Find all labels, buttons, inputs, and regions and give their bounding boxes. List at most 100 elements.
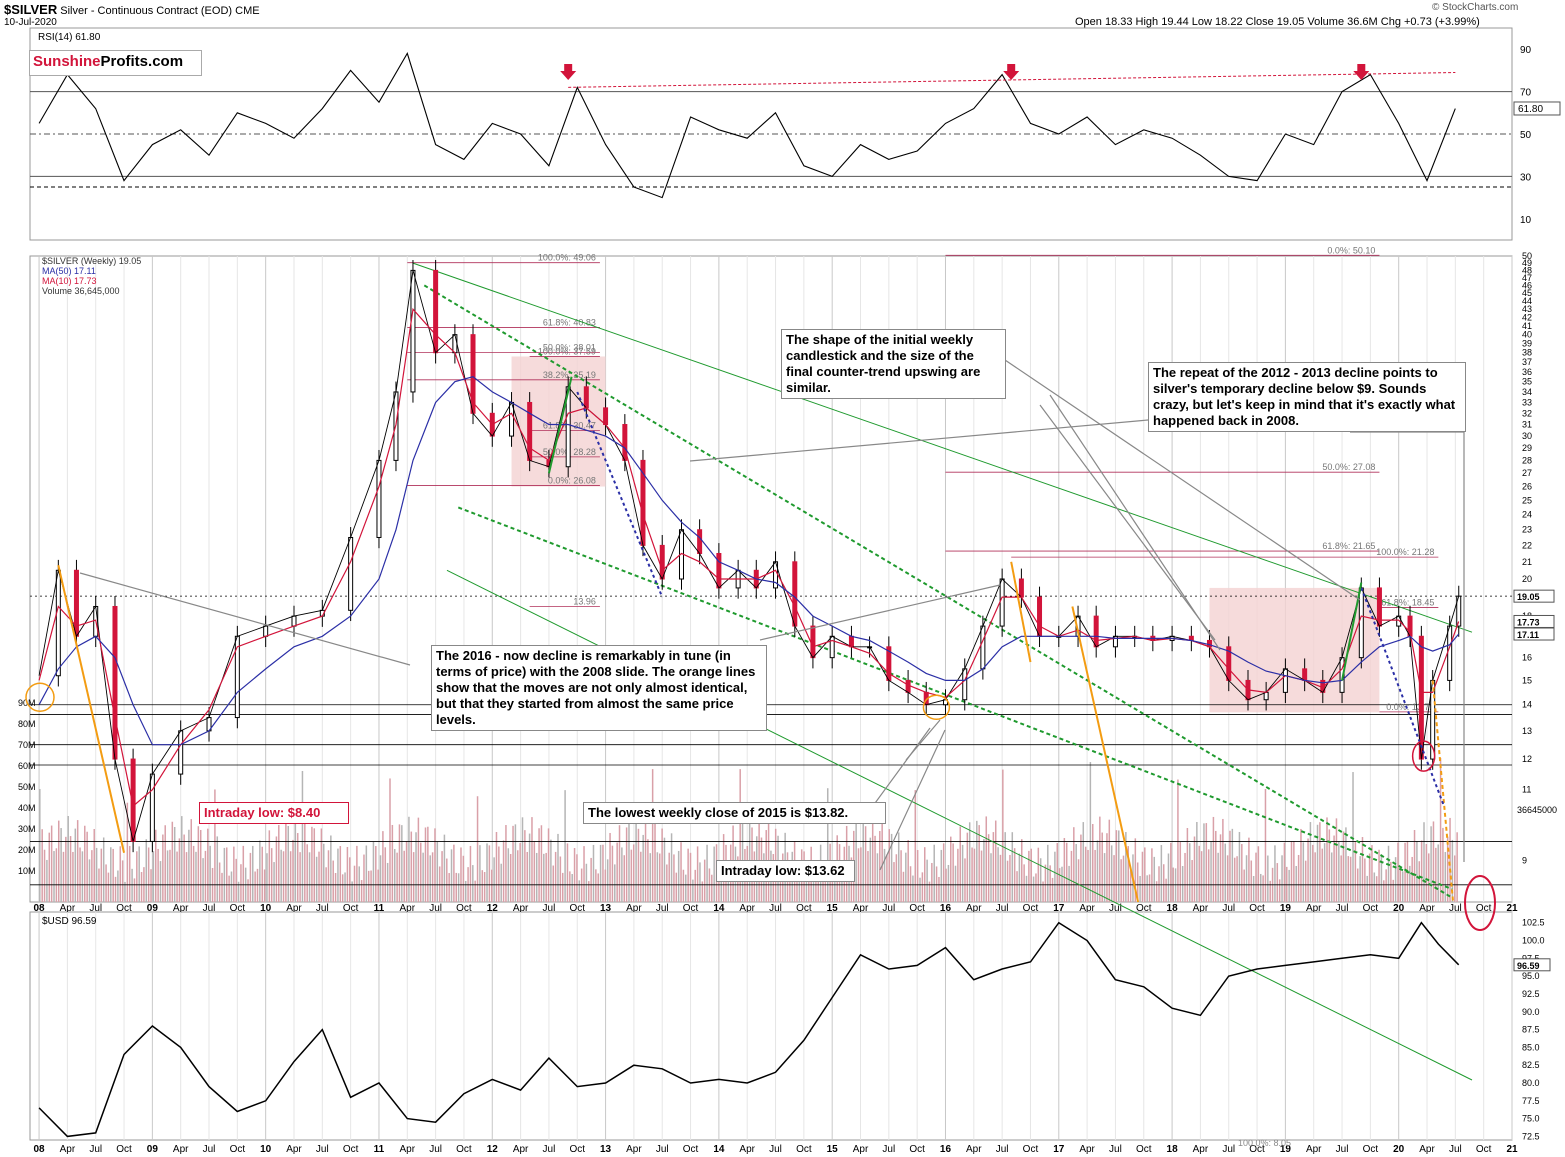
volume-bar (966, 832, 969, 902)
volume-bar (178, 838, 181, 902)
price-x-tick-label: 09 (147, 903, 159, 914)
volume-bar (1451, 839, 1454, 902)
volume-bar (789, 872, 791, 902)
volume-bar (677, 850, 680, 902)
volume-bar (308, 852, 311, 902)
volume-bar (526, 851, 528, 902)
orange-projection-line (1431, 680, 1455, 903)
volume-bar (1416, 841, 1418, 902)
volume-bar (907, 840, 909, 902)
volume-bar (1153, 856, 1156, 902)
volume-bar (1427, 853, 1430, 902)
volume-bar (223, 847, 226, 902)
volume-bar (1106, 833, 1108, 902)
volume-bar (140, 872, 143, 902)
volume-bar (119, 846, 122, 902)
volume-bar (869, 837, 872, 902)
volume-bar (924, 847, 926, 902)
volume-bar (696, 846, 699, 902)
volume-bar (273, 862, 275, 902)
volume-bar (502, 840, 505, 902)
usd-y-tick: 87.5 (1522, 1025, 1540, 1035)
volume-bar (985, 816, 988, 902)
candle-body (980, 625, 986, 670)
volume-bar (159, 861, 162, 902)
volume-bar (1170, 842, 1172, 902)
volume-bar (185, 852, 188, 902)
volume-bar (114, 876, 117, 902)
volume-bar (95, 847, 98, 902)
volume-bar (270, 848, 273, 902)
price-x-tick-label: Apr (513, 903, 529, 914)
price-x-tick-label: Jul (996, 903, 1009, 914)
volume-bar (640, 851, 642, 902)
price-y-tick: 34 (1522, 387, 1532, 397)
volume-bar (931, 862, 933, 902)
volume-bar (538, 828, 540, 902)
usd-y-tick: 92.5 (1522, 989, 1540, 999)
volume-bar (292, 839, 294, 902)
usd-x-tick-label: Apr (739, 1144, 755, 1155)
volume-bar (1359, 856, 1361, 902)
volume-bar (1084, 846, 1087, 902)
price-y-tick: 43 (1522, 304, 1532, 314)
volume-bar (668, 852, 670, 902)
volume-bar (391, 824, 394, 902)
price-legend-entry: Volume 36,645,000 (42, 286, 120, 296)
volume-bar (55, 848, 58, 902)
volume-bar (313, 828, 316, 902)
usd-x-tick-label: Jul (882, 1144, 895, 1155)
volume-bar (296, 833, 299, 902)
volume-y-tick: 80M (18, 719, 36, 729)
volume-bar (443, 834, 446, 902)
usd-x-tick-label: Oct (1249, 1144, 1265, 1155)
volume-bar (1383, 880, 1385, 902)
volume-bar (779, 863, 782, 902)
orange-analog-line (57, 564, 126, 853)
volume-bar (169, 849, 171, 902)
volume-bar (590, 857, 592, 902)
price-x-tick-label: Oct (1363, 903, 1379, 914)
volume-bar (1312, 844, 1314, 902)
price-last-label: 17.11 (1517, 630, 1539, 640)
copyright: © StockCharts.com (1432, 2, 1519, 13)
candle-body (112, 605, 118, 760)
annotation-pointer (759, 584, 1001, 641)
candle-body (433, 269, 439, 354)
price-x-tick-label: Oct (116, 903, 132, 914)
volume-bar (1134, 838, 1137, 902)
volume-bar (699, 862, 701, 902)
volume-bar (155, 829, 157, 902)
usd-x-tick-label: 13 (600, 1144, 612, 1155)
volume-bar (1025, 875, 1028, 902)
volume-bar (339, 846, 342, 902)
usd-x-tick-label: Apr (1079, 1144, 1095, 1155)
volume-bar (1243, 869, 1245, 902)
volume-y-tick: 10M (18, 866, 36, 876)
volume-bar (483, 872, 486, 902)
usd-x-tick-label: Apr (966, 1144, 982, 1155)
volume-bar (1267, 855, 1269, 902)
volume-bar (254, 871, 256, 902)
volume-bar (209, 845, 211, 902)
volume-bar (202, 858, 204, 902)
volume-bar (1193, 836, 1196, 902)
volume-bar (84, 825, 86, 902)
volume-bar (1068, 865, 1070, 902)
volume-bar (1018, 853, 1021, 902)
price-x-tick-label: Apr (1079, 903, 1095, 914)
usd-x-tick-label: Oct (1136, 1144, 1152, 1155)
volume-bar (1141, 851, 1144, 902)
volume-bar (890, 833, 893, 902)
usd-x-tick-label: Oct (909, 1144, 925, 1155)
volume-bar (1184, 852, 1186, 902)
volume-bar (680, 842, 682, 902)
usd-x-tick-label: Jul (203, 1144, 216, 1155)
volume-bar (940, 849, 943, 902)
volume-bar (1155, 881, 1158, 902)
volume-bar (1288, 869, 1290, 902)
volume-bar (1091, 824, 1094, 902)
usd-y-tick: 90.0 (1522, 1007, 1540, 1017)
price-x-tick-label: Oct (569, 903, 585, 914)
volume-bar (886, 854, 888, 902)
